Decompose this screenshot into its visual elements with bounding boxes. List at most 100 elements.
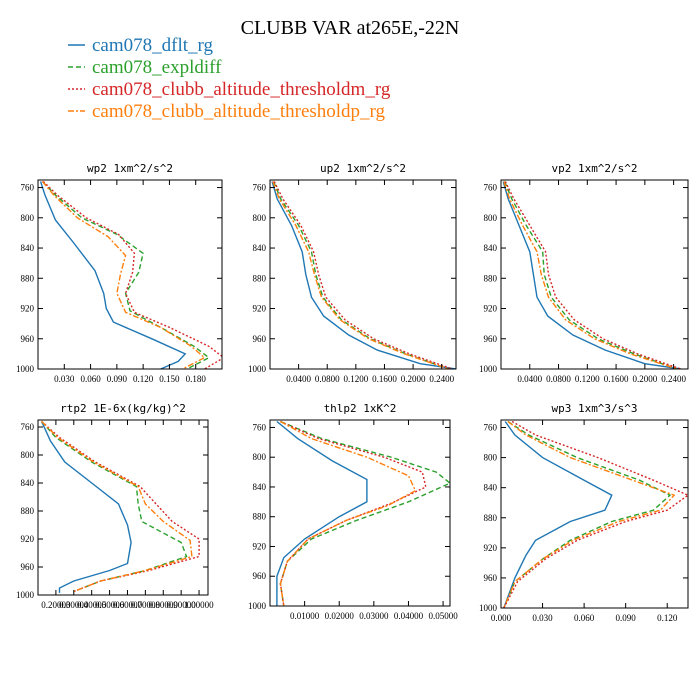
x-tick-label: 0.120 (133, 374, 154, 384)
panel-title: up2 1xm^2/s^2 (320, 162, 406, 175)
series-line-cam078_clubb_altitude_thresholdp_rg (272, 181, 450, 369)
panel-title: wp3 1xm^3/s^3 (551, 402, 637, 415)
x-tick-label: 0.2400 (661, 374, 686, 384)
legend: cam078_dflt_rgcam078_expldiffcam078_club… (68, 35, 391, 122)
y-tick-label: 1000 (248, 601, 267, 611)
panel-title: vp2 1xm^2/s^2 (551, 162, 637, 175)
x-tick-label: 0.04000 (394, 611, 424, 621)
y-tick-label: 920 (253, 541, 267, 551)
y-tick-label: 760 (21, 183, 35, 193)
series-line-cam078_expldiff (503, 181, 678, 369)
x-tick-label: 0.30000 (59, 600, 89, 610)
x-tick-label: 0.1600 (604, 374, 629, 384)
x-tick-label: 0.180 (186, 374, 207, 384)
x-tick-label: 0.05000 (428, 611, 458, 621)
series-line-cam078_clubb_altitude_thresholdp_rg (503, 181, 678, 369)
y-tick-label: 920 (253, 304, 267, 314)
y-tick-label: 760 (484, 183, 498, 193)
plot-frame (37, 419, 209, 596)
y-tick-label: 840 (484, 243, 498, 253)
series-line-cam078_dflt_rg (271, 181, 456, 369)
x-tick-label: 0.000 (491, 613, 512, 623)
y-tick-label: 800 (21, 213, 35, 223)
x-tick-label: 0.70000 (131, 600, 161, 610)
plot-frame (500, 419, 689, 609)
y-tick-label: 1000 (248, 364, 267, 374)
y-tick-label: 1000 (16, 590, 35, 600)
y-tick-label: 880 (253, 512, 267, 522)
panel-title: thlp2 1xK^2 (324, 402, 397, 415)
x-tick-label: 0.060 (574, 613, 595, 623)
x-tick-label: 0.1200 (575, 374, 600, 384)
series-line-cam078_dflt_rg (40, 421, 132, 593)
x-tick-label: 0.1200 (343, 374, 368, 384)
y-tick-label: 840 (21, 478, 35, 488)
x-tick-label: 1.00000 (184, 600, 214, 610)
x-tick-label: 0.2400 (429, 374, 454, 384)
x-tick-label: 0.150 (159, 374, 180, 384)
chart-panel-1: wp2 1xm^2/s^2 760 800 840 880 920 960 1000 0.030… (16, 162, 223, 384)
y-tick-label: 760 (484, 423, 498, 433)
y-tick-label: 840 (253, 243, 267, 253)
x-tick-label: 0.01000 (290, 611, 320, 621)
y-tick-label: 840 (253, 482, 267, 492)
x-tick-label: 0.80000 (149, 600, 179, 610)
y-tick-label: 760 (21, 422, 35, 432)
series-line-cam078_clubb_altitude_thresholdm_rg (42, 180, 222, 369)
x-tick-label: 0.060 (80, 374, 101, 384)
x-tick-label: 0.50000 (95, 600, 125, 610)
chart-panel-4: rtp2 1E-6x(kg/kg)^2 760 800 840 880 920 960 100… (16, 402, 214, 610)
x-tick-label: 0.90000 (167, 600, 197, 610)
x-tick-label: 0.20000 (41, 600, 71, 610)
series-line-cam078_clubb_altitude_thresholdm_rg (279, 420, 427, 606)
panel-title: wp2 1xm^2/s^2 (87, 162, 173, 175)
y-tick-label: 920 (21, 534, 35, 544)
y-tick-label: 1000 (16, 364, 35, 374)
x-tick-label: 0.0800 (315, 374, 340, 384)
y-tick-label: 800 (484, 213, 498, 223)
y-tick-label: 960 (253, 334, 267, 344)
x-tick-label: 0.03000 (359, 611, 389, 621)
chart-panel-2: up2 1xm^2/s^2 760 800 840 880 920 960 1000 0.040… (248, 162, 457, 384)
y-tick-label: 840 (484, 483, 498, 493)
series-line-cam078_expldiff (41, 420, 188, 593)
y-tick-label: 840 (21, 243, 35, 253)
x-tick-label: 0.030 (54, 374, 75, 384)
y-tick-label: 800 (484, 453, 498, 463)
y-tick-label: 880 (484, 273, 498, 283)
series-line-cam078_clubb_altitude_thresholdp_rg (279, 420, 417, 606)
x-tick-label: 0.090 (107, 374, 128, 384)
series-line-cam078_dflt_rg (39, 181, 187, 369)
y-tick-label: 920 (484, 304, 498, 314)
chart-panel-6: wp3 1xm^3/s^3 760 800 840 880 920 960 10000.000… (479, 402, 689, 623)
x-tick-label: 0.1600 (372, 374, 397, 384)
legend-label-cam078_clubb_altitude_thresholdm_rg: cam078_clubb_altitude_thresholdm_rg (92, 79, 391, 100)
series-line-cam078_expldiff (272, 181, 450, 369)
plot-frame (269, 179, 457, 370)
series-line-cam078_clubb_altitude_thresholdm_rg (503, 420, 688, 608)
y-tick-label: 1000 (479, 603, 498, 613)
y-tick-label: 760 (253, 422, 267, 432)
y-tick-label: 800 (253, 452, 267, 462)
x-tick-label: 0.120 (657, 613, 678, 623)
figure-title: CLUBB VAR at265E,-22N (241, 17, 460, 39)
series-line-cam078_clubb_altitude_thresholdm_rg (273, 181, 453, 369)
y-tick-label: 960 (21, 334, 35, 344)
series-line-cam078_dflt_rg (502, 181, 681, 369)
y-tick-label: 880 (21, 506, 35, 516)
x-tick-label: 0.2000 (632, 374, 657, 384)
series-line-cam078_expldiff (503, 420, 672, 608)
legend-label-cam078_clubb_altitude_thresholdp_rg: cam078_clubb_altitude_thresholdp_rg (92, 101, 386, 122)
y-tick-label: 880 (484, 513, 498, 523)
plot-frame (269, 419, 451, 607)
y-tick-label: 960 (253, 571, 267, 581)
x-tick-label: 0.40000 (77, 600, 107, 610)
x-tick-label: 0.090 (616, 613, 637, 623)
y-tick-label: 800 (21, 450, 35, 460)
plot-frame (37, 179, 223, 370)
x-tick-label: 0.030 (532, 613, 553, 623)
series-line-cam078_clubb_altitude_thresholdp_rg (41, 420, 193, 593)
y-tick-label: 880 (21, 273, 35, 283)
legend-label-cam078_expldiff: cam078_expldiff (92, 57, 222, 78)
